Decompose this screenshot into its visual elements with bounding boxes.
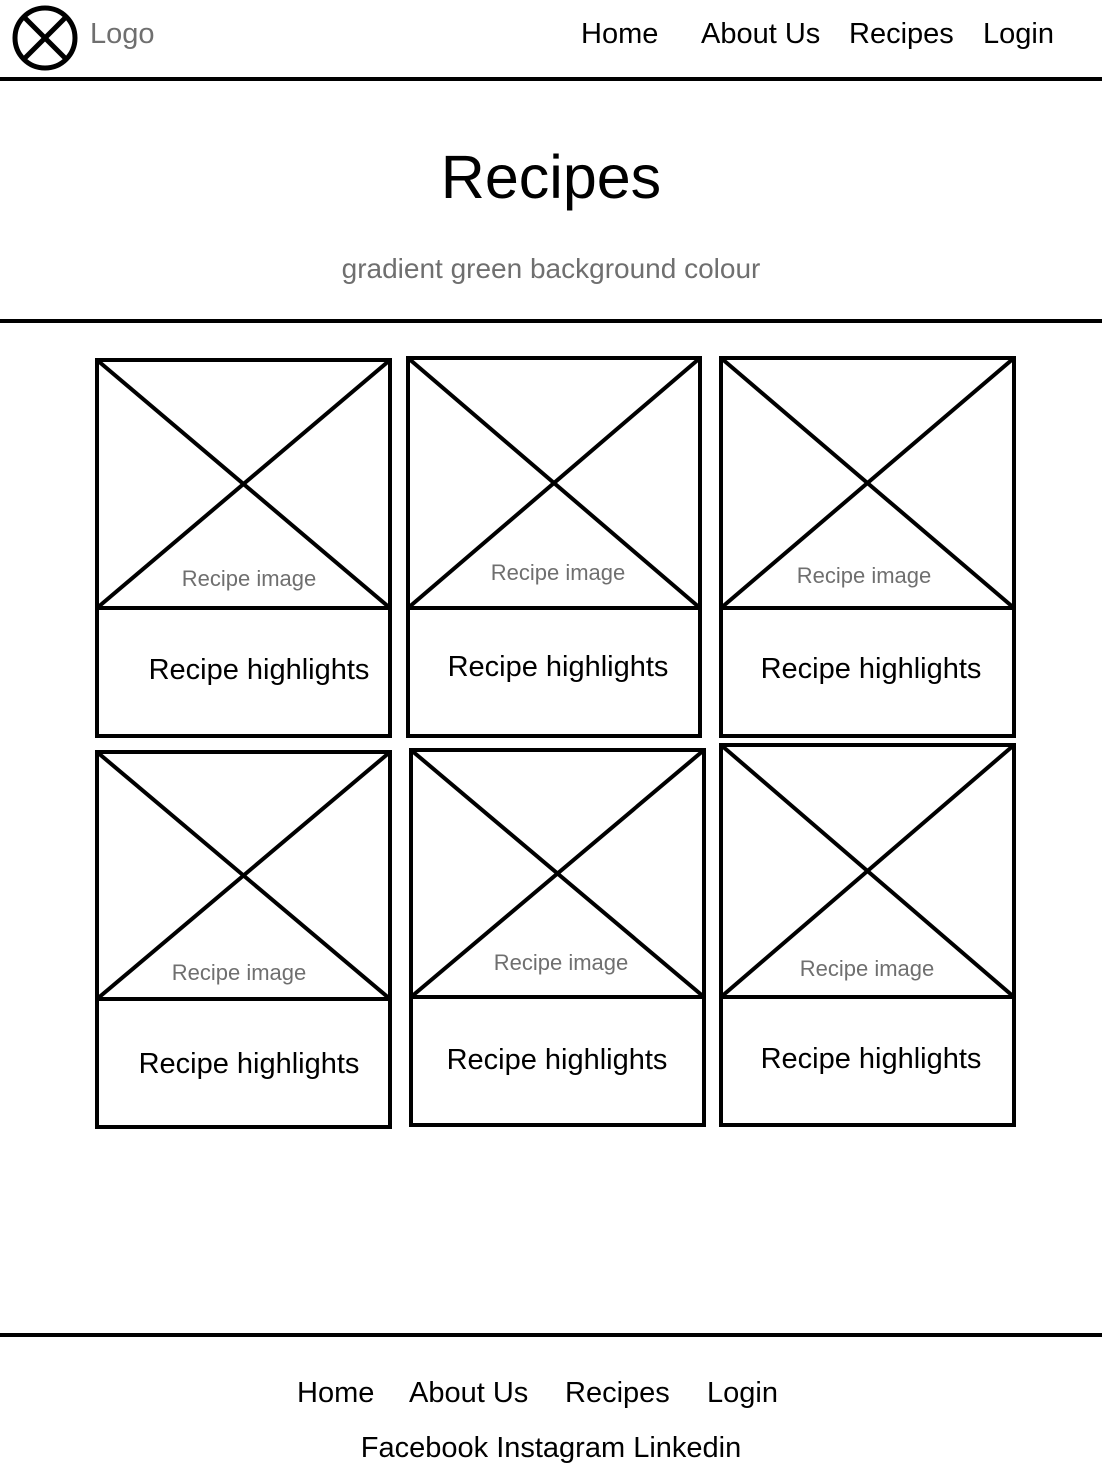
footer-login-link[interactable]: Login [707, 1377, 778, 1409]
recipe-card-frame [719, 356, 1016, 738]
recipe-image-placeholder-icon [719, 356, 1016, 610]
recipe-card[interactable] [719, 356, 1016, 738]
header-divider [0, 77, 1102, 81]
recipe-card-frame [95, 358, 392, 738]
recipe-card-grid [95, 356, 1016, 1129]
recipe-highlights-label: Recipe highlights [447, 651, 669, 683]
recipe-card[interactable] [409, 748, 706, 1127]
recipe-card-frame [406, 356, 702, 738]
recipe-highlights-label: Recipe highlights [148, 654, 370, 686]
page-title: Recipes [440, 143, 662, 211]
recipe-image-placeholder-icon [409, 748, 706, 999]
recipe-highlights-label: Recipe highlights [760, 1043, 982, 1075]
recipe-card[interactable] [95, 358, 392, 738]
nav-recipes-link[interactable]: Recipes [849, 18, 954, 50]
footer-home-link[interactable]: Home [297, 1377, 375, 1409]
recipe-card-frame [409, 748, 706, 1127]
recipe-highlights-label: Recipe highlights [446, 1044, 668, 1076]
recipe-card[interactable] [719, 743, 1016, 1127]
hero-divider [0, 319, 1102, 323]
recipe-image-placeholder-icon [406, 356, 702, 610]
footer-divider [0, 1333, 1102, 1337]
instagram-link[interactable]: Instagram [496, 1432, 626, 1464]
recipe-image-placeholder-icon [95, 358, 392, 610]
linkedin-link[interactable]: Linkedin [633, 1432, 742, 1464]
recipe-image-label: Recipe image [799, 956, 935, 981]
recipe-card-frame [95, 750, 392, 1129]
hero-background-note: gradient green background colour [341, 253, 761, 284]
recipe-card-frame [719, 743, 1016, 1127]
facebook-link[interactable]: Facebook [360, 1432, 489, 1464]
nav-login-link[interactable]: Login [983, 18, 1054, 50]
social-links: Facebook Instagram Linkedin [0, 1432, 1102, 1465]
recipe-card[interactable] [95, 750, 392, 1129]
recipe-image-label: Recipe image [490, 560, 626, 585]
recipe-image-placeholder-icon [95, 750, 392, 1001]
recipe-image-label: Recipe image [493, 950, 629, 975]
logo-placeholder-icon[interactable] [12, 5, 78, 71]
nav-home-link[interactable]: Home [581, 18, 659, 50]
recipe-image-label: Recipe image [171, 960, 307, 985]
logo-label: Logo [90, 18, 155, 50]
recipe-image-label: Recipe image [181, 566, 317, 591]
footer-recipes-link[interactable]: Recipes [565, 1377, 670, 1409]
recipe-highlights-label: Recipe highlights [760, 653, 982, 685]
recipe-image-label: Recipe image [796, 563, 932, 588]
recipe-image-placeholder-icon [719, 743, 1016, 999]
footer-about-us-link[interactable]: About Us [409, 1377, 529, 1409]
recipe-card[interactable] [406, 356, 702, 738]
nav-about-us-link[interactable]: About Us [701, 18, 821, 50]
recipe-highlights-label: Recipe highlights [138, 1048, 360, 1080]
